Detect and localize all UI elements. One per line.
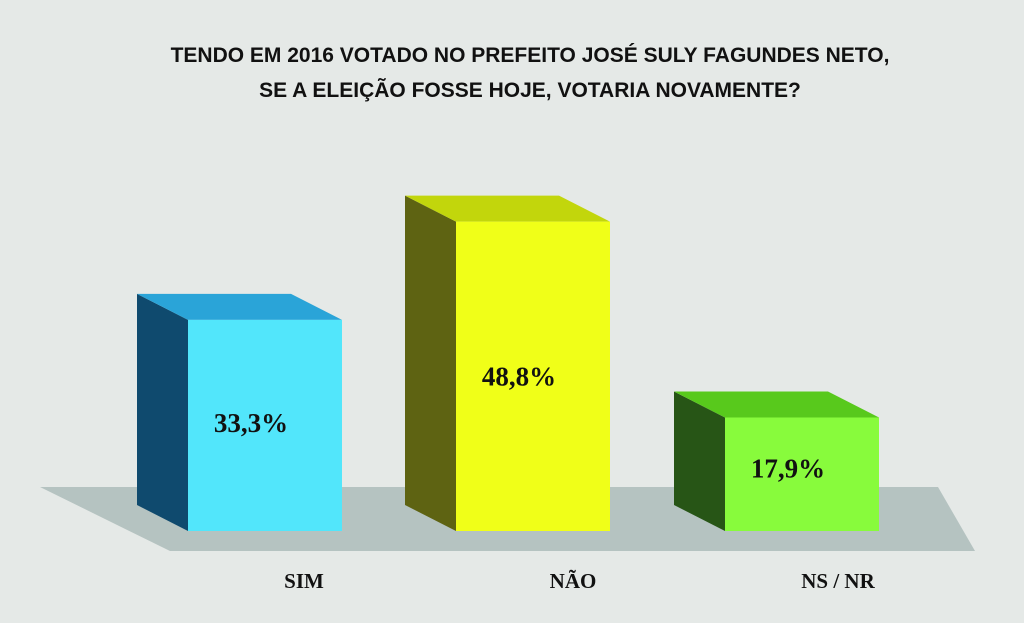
category-label: NS / NR	[801, 569, 875, 593]
bar-top-face	[405, 195, 610, 222]
bar-side-face	[405, 195, 456, 531]
bar-front-face	[188, 319, 342, 531]
bar-front-face	[456, 221, 610, 531]
bar-side-face	[674, 391, 725, 531]
bar-2: 48,8%	[405, 195, 610, 531]
bar-value-label: 33,3%	[214, 408, 288, 438]
bar-side-face	[137, 293, 188, 531]
bar-value-label: 48,8%	[482, 362, 556, 392]
bar-top-face	[137, 293, 342, 320]
bar-1: 33,3%	[137, 293, 342, 531]
bar-3: 17,9%	[674, 391, 879, 531]
category-labels: SIM NÃO NS / NR	[284, 569, 875, 593]
chart-title-line-1: TENDO EM 2016 VOTADO NO PREFEITO JOSÉ SU…	[171, 44, 890, 67]
bars-group: 33,3% 48,8% 17,9%	[137, 195, 879, 531]
category-label: SIM	[284, 569, 324, 593]
chart-title-line-2: SE A ELEIÇÃO FOSSE HOJE, VOTARIA NOVAMEN…	[259, 79, 801, 102]
category-label: NÃO	[550, 569, 597, 593]
bar-top-face	[674, 391, 879, 418]
bar-value-label: 17,9%	[751, 454, 825, 484]
bar-front-face	[725, 417, 879, 531]
